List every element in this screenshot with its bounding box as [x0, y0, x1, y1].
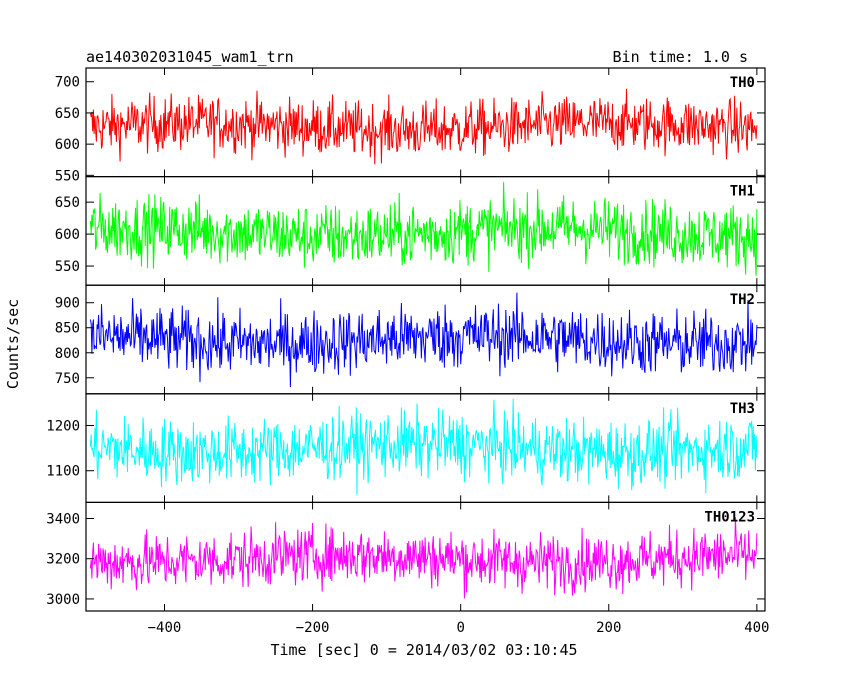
y-tick-label: 700 [55, 75, 80, 91]
y-tick-label: 850 [55, 321, 80, 337]
panels-group: 550 600 650 700 TH0 550 600 650 TH1 750 800 850 900 T… [46, 67, 766, 612]
panel-label: TH1 [730, 184, 755, 200]
y-tick-label: 800 [55, 346, 80, 362]
x-tick-label: 0 [456, 620, 464, 636]
title-right: Bin time: 1.0 s [613, 48, 748, 66]
series-th2 [89, 292, 758, 388]
y-axis-label: Counts/sec [4, 299, 22, 389]
panel-label: TH0123 [704, 509, 755, 525]
x-tick-label: −200 [296, 620, 330, 636]
x-axis-label: Time [sec] 0 = 2014/03/02 03:10:45 [270, 641, 577, 659]
panel-th0123: 3000 3200 3400 TH0123 [46, 501, 766, 612]
series-th0 [89, 88, 758, 165]
panel-frame [85, 501, 766, 612]
x-tick-label: 200 [596, 620, 621, 636]
panel-label: TH2 [730, 292, 755, 308]
y-tick-label: 750 [55, 371, 80, 387]
x-axis: −400 −200 0 200 400 [148, 620, 770, 636]
panel-label: TH3 [730, 401, 755, 417]
panel-th0: 550 600 650 700 TH0 [55, 67, 766, 184]
y-tick-label: 900 [55, 296, 80, 312]
y-tick-label: 550 [55, 168, 80, 184]
panel-th1: 550 600 650 TH1 [55, 176, 766, 286]
y-tick-label: 600 [55, 137, 80, 153]
y-tick-label: 550 [55, 259, 80, 275]
series-th1 [89, 182, 758, 276]
panel-th2: 750 800 850 900 TH2 [55, 284, 766, 395]
series-th0123 [89, 517, 758, 599]
y-tick-label: 1100 [46, 464, 80, 480]
y-tick-label: 600 [55, 227, 80, 243]
y-tick-label: 3400 [46, 511, 80, 527]
panel-label: TH0 [730, 75, 755, 91]
title-left: ae140302031045_wam1_trn [86, 48, 294, 66]
y-tick-label: 650 [55, 106, 80, 122]
y-tick-label: 650 [55, 195, 80, 211]
x-tick-label: 400 [744, 620, 769, 636]
y-tick-label: 3000 [46, 592, 80, 608]
series-th3 [89, 398, 758, 495]
panel-th3: 1100 1200 TH3 [46, 393, 766, 503]
y-tick-label: 3200 [46, 552, 80, 568]
x-tick-label: −400 [148, 620, 182, 636]
y-tick-label: 1200 [46, 418, 80, 434]
